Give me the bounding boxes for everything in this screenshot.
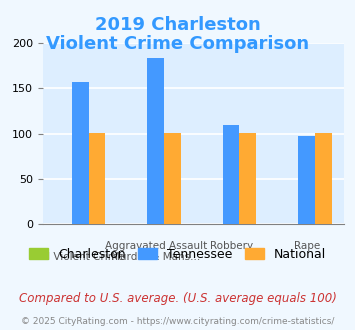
Bar xyxy=(147,58,164,224)
Legend: Charleston, Tennessee, National: Charleston, Tennessee, National xyxy=(24,243,331,266)
Text: Aggravated Assault: Aggravated Assault xyxy=(105,241,207,251)
Bar xyxy=(72,82,89,224)
Text: Murder & Mans...: Murder & Mans... xyxy=(111,251,200,262)
Bar xyxy=(298,136,315,224)
Text: Robbery: Robbery xyxy=(210,241,253,251)
Bar xyxy=(164,133,181,224)
Text: Rape: Rape xyxy=(294,241,320,251)
Bar xyxy=(89,133,105,224)
Text: 2019 Charleston: 2019 Charleston xyxy=(95,16,260,35)
Bar xyxy=(315,133,332,224)
Bar xyxy=(223,124,240,224)
Text: All Violent Crime: All Violent Crime xyxy=(37,251,124,262)
Text: © 2025 CityRating.com - https://www.cityrating.com/crime-statistics/: © 2025 CityRating.com - https://www.city… xyxy=(21,317,334,326)
Bar xyxy=(240,133,256,224)
Text: Compared to U.S. average. (U.S. average equals 100): Compared to U.S. average. (U.S. average … xyxy=(18,292,337,305)
Text: Violent Crime Comparison: Violent Crime Comparison xyxy=(46,35,309,53)
